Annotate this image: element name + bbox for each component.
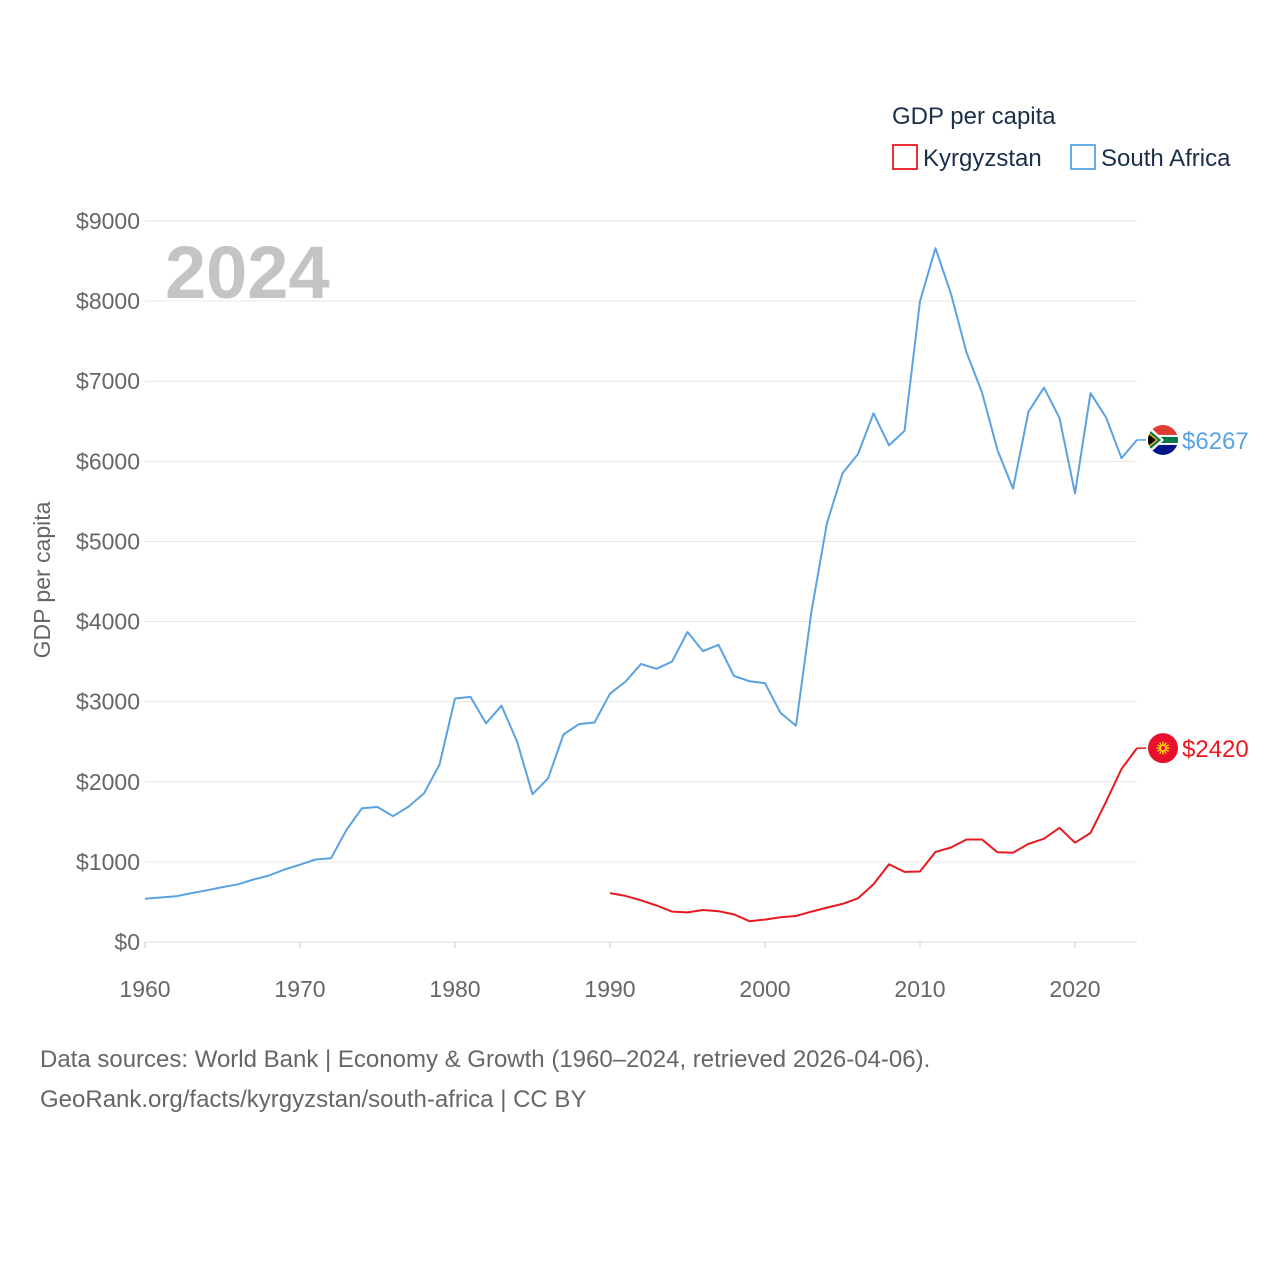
y-tick-label: $9000 — [76, 208, 140, 234]
y-tick-label: $4000 — [76, 609, 140, 635]
legend-label-kyrgyzstan[interactable]: Kyrgyzstan — [923, 145, 1042, 172]
gridlines — [145, 220, 1137, 943]
series-line-kyrgyzstan[interactable] — [609, 747, 1138, 923]
source-line-1: Data sources: World Bank | Economy & Gro… — [40, 1046, 931, 1073]
end-label-south-africa: $6267 — [1182, 428, 1249, 455]
x-axis: 1960 1970 1980 1990 2000 2010 2020 — [119, 942, 1101, 1002]
x-tick-label: 2020 — [1049, 976, 1100, 1002]
source-note: Data sources: World Bank | Economy & Gro… — [40, 1040, 1240, 1120]
y-tick-label: $6000 — [76, 448, 140, 474]
year-watermark: 2024 — [165, 231, 330, 314]
series-lines — [144, 247, 1138, 923]
end-markers: $2420 $6267 — [1137, 424, 1249, 764]
y-tick-label: $2000 — [76, 769, 140, 795]
y-tick-label: $8000 — [76, 288, 140, 314]
y-tick-label: $0 — [114, 929, 140, 955]
legend-swatch-south-africa[interactable] — [1070, 144, 1096, 170]
x-tick-label: 1990 — [584, 976, 635, 1002]
x-tick-label: 2000 — [739, 976, 790, 1002]
end-label-kyrgyzstan: $2420 — [1182, 736, 1249, 763]
south-africa-flag-icon — [1148, 424, 1178, 455]
legend-label-south-africa[interactable]: South Africa — [1101, 145, 1231, 172]
x-tick-label: 2010 — [894, 976, 945, 1002]
y-tick-label: $7000 — [76, 368, 140, 394]
legend: GDP per capita Kyrgyzstan South Africa — [892, 103, 1231, 172]
source-line-2[interactable]: GeoRank.org/facts/kyrgyzstan/south-afric… — [40, 1086, 587, 1113]
x-tick-label: 1980 — [429, 976, 480, 1002]
chart: $0 $1000 $2000 $3000 $4000 $5000 $6000 $7000 $80… — [29, 103, 1249, 1002]
y-axis: $0 $1000 $2000 $3000 $4000 $5000 $6000 $7000 $80… — [76, 208, 140, 955]
x-tick-label: 1970 — [274, 976, 325, 1002]
kyrgyzstan-flag-icon — [1148, 733, 1178, 764]
series-line-south-africa[interactable] — [144, 247, 1138, 900]
legend-swatch-kyrgyzstan[interactable] — [892, 144, 918, 170]
y-axis-label: GDP per capita — [29, 501, 55, 658]
x-tick-label: 1960 — [119, 976, 170, 1002]
y-tick-label: $5000 — [76, 528, 140, 554]
y-tick-label: $1000 — [76, 849, 140, 875]
legend-title: GDP per capita — [892, 103, 1056, 130]
y-tick-label: $3000 — [76, 689, 140, 715]
